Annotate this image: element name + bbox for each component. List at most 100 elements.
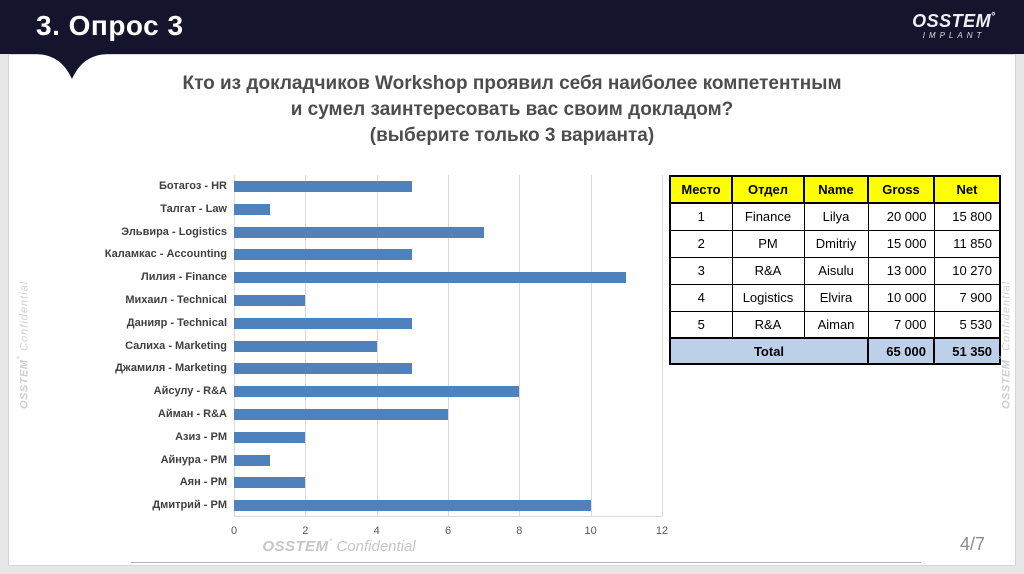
bar xyxy=(234,431,306,443)
table-cell: 4 xyxy=(669,283,733,312)
slide-header: 3. Опрос 3 OSSTEM° IMPLANT xyxy=(0,0,1024,54)
table-cell: 13 000 xyxy=(867,256,935,285)
gridline xyxy=(519,175,521,516)
total-label-cell: Total xyxy=(669,337,869,365)
bar xyxy=(234,249,413,261)
category-label: Данияр - Technical xyxy=(126,316,227,329)
table-cell: Aisulu xyxy=(803,256,869,285)
x-tick-label: 12 xyxy=(655,525,669,537)
category-label: Аян - PM xyxy=(179,476,227,489)
category-label: Айсулу - R&A xyxy=(153,385,227,398)
category-label: Каламкас - Accounting xyxy=(104,248,227,261)
results-bar-chart: Ботагоз - HR Талгат - Law Эльвира - Logist… xyxy=(9,175,671,547)
table-cell: 10 270 xyxy=(933,256,1001,285)
x-tick-label: 0 xyxy=(230,525,238,537)
total-value-cell: 51 350 xyxy=(933,337,1001,365)
table-cell: 3 xyxy=(669,256,733,285)
table-header-cell: Gross xyxy=(867,175,935,204)
table-cell: R&A xyxy=(731,310,805,339)
table-header-row: Место Отдел Name Gross Net xyxy=(669,175,1001,204)
footer-divider-line xyxy=(131,562,921,563)
table-row: 4 Logistics Elvira 10 000 7 900 xyxy=(669,283,1001,312)
table-cell: Lilya xyxy=(803,202,869,231)
bar xyxy=(234,226,484,238)
table-cell: R&A xyxy=(731,256,805,285)
table-header-cell: Место xyxy=(669,175,733,204)
confidential-watermark-right: OSSTEM° Confidential xyxy=(997,280,1013,410)
slide-title: 3. Опрос 3 xyxy=(36,10,184,41)
total-value-cell: 65 000 xyxy=(867,337,935,365)
table-cell: Finance xyxy=(731,202,805,231)
category-label: Джамиля - Marketing xyxy=(115,362,227,375)
bar xyxy=(234,454,270,466)
chart-x-axis: 0 2 4 6 8 10 12 xyxy=(9,525,671,543)
table-cell: 1 xyxy=(669,202,733,231)
table-cell: 11 850 xyxy=(933,229,1001,258)
table-cell: 10 000 xyxy=(867,283,935,312)
category-label: Дмитрий - PM xyxy=(152,499,227,512)
x-tick-label: 8 xyxy=(516,525,523,537)
table-cell: 5 530 xyxy=(933,310,1001,339)
table-cell: 15 000 xyxy=(867,229,935,258)
osstem-logo-subtitle: IMPLANT xyxy=(922,31,986,40)
table-cell: Dmitriy xyxy=(803,229,869,258)
page-number: 4/7 xyxy=(959,534,985,554)
table-header-cell: Отдел xyxy=(731,175,805,204)
gridline xyxy=(448,175,449,516)
table-cell: 7 000 xyxy=(867,310,935,339)
category-label: Ботагоз - HR xyxy=(159,180,227,192)
table-cell: 7 900 xyxy=(933,283,1001,312)
gridline xyxy=(376,175,378,516)
table-cell: PM xyxy=(731,229,805,258)
slide-body: Кто из докладчиков Workshop проявил себя… xyxy=(8,54,1016,566)
x-tick-label: 10 xyxy=(584,525,597,537)
bar xyxy=(234,180,413,192)
category-label: Лилия - Finance xyxy=(141,271,227,284)
table-cell: Aiman xyxy=(803,310,869,339)
table-cell: Logistics xyxy=(731,283,805,312)
table-header-cell: Name xyxy=(803,175,869,204)
results-table: Место Отдел Name Gross Net 1 Finance Lilya 20 00… xyxy=(669,175,1001,365)
category-label: Эльвира - Logistics xyxy=(121,225,227,238)
osstem-logo-mark: ° xyxy=(991,11,996,23)
category-label: Салиха - Marketing xyxy=(125,339,227,352)
table-row: 2 PM Dmitriy 15 000 11 850 xyxy=(669,229,1001,258)
header-notch-decoration xyxy=(37,54,107,79)
table-row: 5 R&A Aiman 7 000 5 530 xyxy=(669,310,1001,339)
bar xyxy=(234,294,306,306)
table-cell: 15 800 xyxy=(933,202,1001,231)
category-label: Талгат - Law xyxy=(160,202,227,215)
category-label: Айнура - PM xyxy=(160,453,227,466)
osstem-logo-brand: OSSTEM° xyxy=(912,11,996,31)
results-table-body: Место Отдел Name Gross Net 1 Finance Lilya 20 00… xyxy=(669,175,1001,365)
question-line-1: Кто из докладчиков Workshop проявил себя… xyxy=(182,73,842,94)
bar xyxy=(234,477,306,489)
bar xyxy=(234,340,377,352)
bar xyxy=(234,386,520,398)
table-row: 3 R&A Aisulu 13 000 10 270 xyxy=(669,256,1001,285)
bar xyxy=(234,203,270,215)
table-cell: Elvira xyxy=(803,283,869,312)
table-total-row: Total 65 000 51 350 xyxy=(669,337,1001,365)
question-line-2: и сумел заинтересовать вас своим докладо… xyxy=(290,99,734,120)
table-row: 1 Finance Lilya 20 000 15 800 xyxy=(669,202,1001,231)
survey-question: Кто из докладчиков Workshop проявил себя… xyxy=(9,71,1015,149)
category-label: Азиз - PM xyxy=(175,430,227,443)
confidential-watermark-bottom: OSSTEM° Confidential xyxy=(262,537,416,555)
chart-category-labels: Ботагоз - HR Талгат - Law Эльвира - Logist… xyxy=(9,175,227,517)
x-tick-label: 6 xyxy=(444,525,452,537)
osstem-logo: OSSTEM° IMPLANT xyxy=(912,11,996,40)
bar xyxy=(234,408,448,420)
bar xyxy=(234,500,591,512)
confidential-watermark-left: OSSTEM° Confidential xyxy=(15,280,31,410)
table-cell: 20 000 xyxy=(867,202,935,231)
question-line-3: (выберите только 3 варианта) xyxy=(369,125,655,146)
chart-plot-area xyxy=(234,175,663,517)
table-cell: 5 xyxy=(669,310,733,339)
gridline xyxy=(590,175,592,516)
bar xyxy=(234,363,413,375)
category-label: Айман - R&A xyxy=(157,408,227,420)
results-table-container: Место Отдел Name Gross Net 1 Finance Lilya 20 00… xyxy=(669,175,1001,365)
table-cell: 2 xyxy=(669,229,733,258)
